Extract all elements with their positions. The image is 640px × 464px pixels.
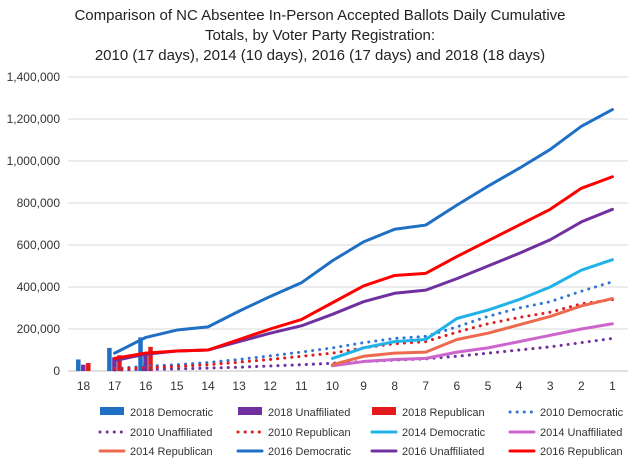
- series-line: [330, 258, 614, 360]
- legend-label: 2018 Democratic: [130, 407, 214, 419]
- bar: [117, 355, 122, 371]
- bar: [81, 364, 86, 371]
- line-series: [113, 108, 614, 372]
- bar: [112, 357, 117, 371]
- series-line: [113, 175, 614, 360]
- x-tick-label: 15: [170, 379, 184, 393]
- bar: [143, 352, 148, 371]
- y-tick-label: 1,400,000: [7, 70, 61, 84]
- legend-label: 2016 Unaffiliated: [402, 446, 484, 458]
- x-tick-label: 5: [485, 379, 492, 393]
- x-tick-label: 6: [454, 379, 461, 393]
- series-line: [113, 298, 614, 371]
- series-line: [330, 297, 614, 367]
- y-tick-label: 1,000,000: [7, 154, 61, 168]
- legend-label: 2010 Republican: [268, 427, 351, 439]
- series-line: [113, 336, 614, 372]
- x-tick-label: 4: [516, 379, 523, 393]
- x-tick-label: 14: [201, 379, 215, 393]
- legend-label: 2014 Unaffiliated: [540, 427, 622, 439]
- y-tick-label: 400,000: [17, 280, 61, 294]
- y-tick-label: 200,000: [17, 322, 61, 336]
- bar: [107, 347, 112, 371]
- legend-label: 2014 Republican: [130, 446, 213, 458]
- bar: [86, 363, 91, 371]
- x-tick-label: 16: [139, 379, 153, 393]
- y-tick-label: 0: [53, 364, 60, 378]
- bar: [76, 359, 81, 371]
- x-tick-label: 11: [295, 379, 308, 393]
- x-tick-label: 8: [391, 379, 398, 393]
- legend-label: 2010 Democratic: [540, 407, 624, 419]
- legend-label: 2014 Democratic: [402, 427, 486, 439]
- x-axis-ticks: 18 17 16 15 14 13 12 11 10 9 8 7 6 5 4 3 2 1: [77, 379, 616, 393]
- x-tick-label: 10: [326, 379, 340, 393]
- x-tick-label: 13: [232, 379, 246, 393]
- x-tick-label: 12: [264, 379, 278, 393]
- legend-swatch: [100, 407, 124, 415]
- legend-swatch: [372, 407, 396, 415]
- chart-title-line-3: 2010 (17 days), 2014 (10 days), 2016 (17…: [95, 47, 545, 64]
- x-tick-label: 9: [360, 379, 367, 393]
- legend-label: 2010 Unaffiliated: [130, 427, 212, 439]
- chart-title-line-1: Comparison of NC Absentee In-Person Acce…: [74, 7, 565, 24]
- bar: [148, 346, 153, 371]
- legend-label: 2016 Republican: [540, 446, 623, 458]
- legend: 2018 Democratic 2018 Unaffiliated 2018 Rep…: [98, 407, 624, 458]
- legend-swatch: [238, 407, 262, 415]
- x-tick-label: 7: [422, 379, 429, 393]
- y-tick-label: 800,000: [17, 196, 61, 210]
- legend-label: 2018 Republican: [402, 407, 485, 419]
- chart-title-line-2: Totals, by Voter Party Registration:: [205, 27, 435, 44]
- legend-label: 2016 Democratic: [268, 446, 352, 458]
- x-tick-label: 18: [77, 379, 91, 393]
- legend-label: 2018 Unaffiliated: [268, 407, 350, 419]
- x-tick-label: 2: [578, 379, 585, 393]
- series-line: [113, 108, 614, 355]
- series-line: [330, 322, 614, 368]
- y-tick-label: 600,000: [17, 238, 61, 252]
- x-tick-label: 3: [547, 379, 554, 393]
- x-tick-label: 1: [609, 379, 616, 393]
- y-tick-label: 1,200,000: [7, 112, 61, 126]
- gridlines: [68, 76, 628, 372]
- x-tick-label: 17: [108, 379, 122, 393]
- chart-title: Comparison of NC Absentee In-Person Acce…: [74, 7, 565, 64]
- y-axis-ticks: 0 200,000 400,000 600,000 800,000 1,000,000 1,…: [7, 70, 61, 378]
